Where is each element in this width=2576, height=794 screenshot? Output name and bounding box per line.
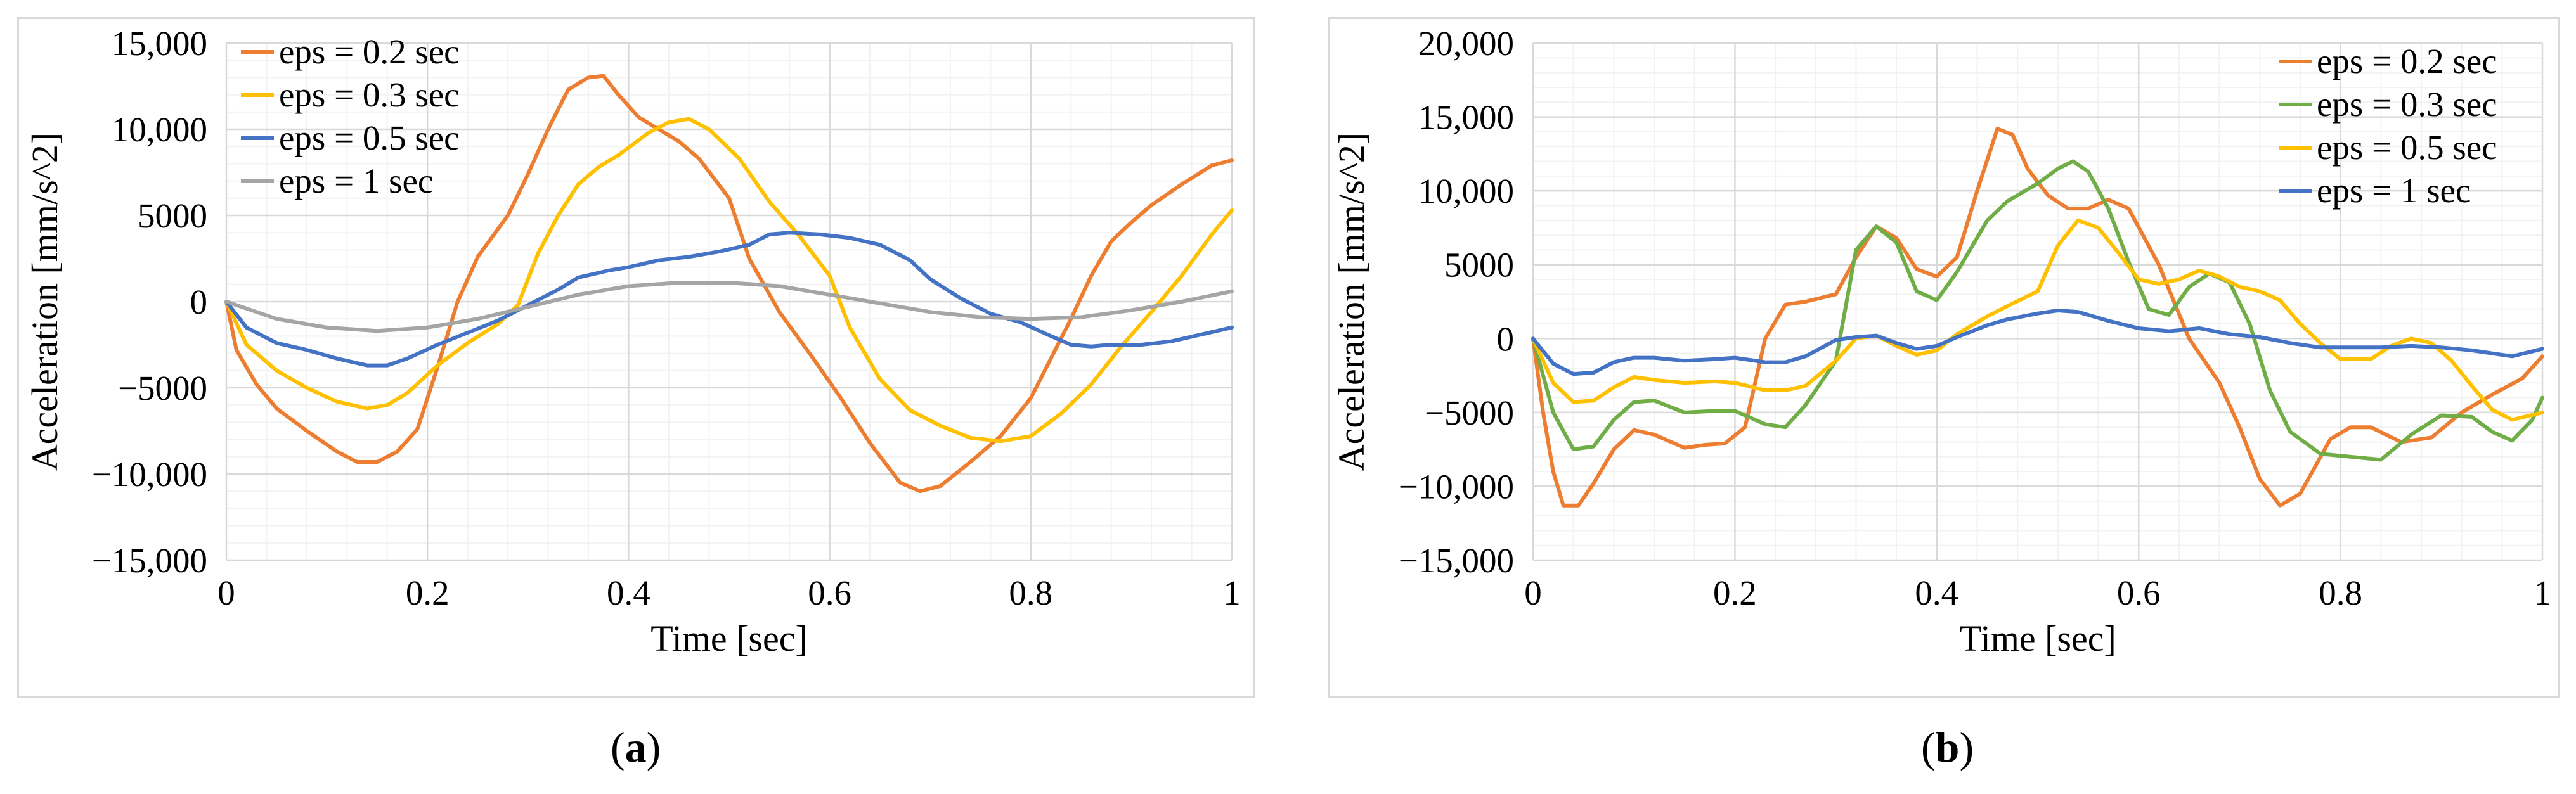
caption-b-letter: b [1935,723,1960,771]
chart-b-y-tick-label: 20,000 [1418,24,1514,63]
chart-b-x-tick-label: 0.2 [1713,573,1757,612]
caption-a-letter: a [625,723,647,771]
chart-a-x-tick-label: 0.8 [1009,573,1052,612]
panel-a-frame [17,17,1255,698]
chart-b-series-line-4 [1531,309,2544,376]
chart-b-legend-label: eps = 0.5 sec [2317,128,2497,167]
chart-a-x-tick-label: 1 [1223,573,1241,612]
chart-b-y-tick-label: −10,000 [1399,467,1514,506]
chart-a-y-tick-label: −5000 [118,369,207,407]
chart-b-legend-label: eps = 1 sec [2317,171,2471,210]
chart-a-y-tick-label: 0 [190,283,208,321]
chart-a-y-tick-label: 10,000 [112,110,207,149]
chart-b-y-tick-label: 5000 [1444,246,1514,285]
chart-b-x-tick-label: 0.6 [2117,573,2161,612]
chart-b-x-tick-label: 0.8 [2319,573,2362,612]
chart-a-y-tick-label: 15,000 [112,24,207,63]
chart-a-y-tick-label: −15,000 [92,541,207,580]
chart-b-series-line-3 [1531,218,2544,422]
chart-a-legend: eps = 0.2 sec eps = 0.3 sec eps = 0.5 sec e… [241,32,460,200]
chart-a-x-axis-title: Time [sec] [650,618,808,659]
chart-a-legend-label: eps = 0.2 sec [279,32,460,71]
chart-a-x-tick-label: 0.4 [607,573,650,612]
chart-b-x-tick-label: 0.4 [1915,573,1958,612]
chart-a-legend-label: eps = 0.3 sec [279,75,460,114]
caption-b: (b) [1921,723,1974,771]
chart-a-major-grid [225,42,1233,561]
caption-a: (a) [611,723,661,771]
chart-b-y-tick-label: 10,000 [1418,172,1514,210]
chart-b-y-tick-label: 15,000 [1418,98,1514,137]
chart-a-series-line-2 [224,117,1234,444]
chart-b-y-tick-label: −5000 [1425,394,1514,432]
chart-a-series-line-1 [224,74,1234,494]
chart-b-series-line-2 [1531,159,2544,462]
chart-a-y-tick-label: −10,000 [92,455,207,494]
chart-b-x-tick-label: 1 [2534,573,2551,612]
chart-a-x-tick-label: 0 [217,573,235,612]
chart-b-legend-label: eps = 0.3 sec [2317,85,2497,124]
chart-a-series-line-4 [224,281,1234,333]
chart-a-x-tick-label: 0.2 [406,573,450,612]
chart-b-series-line-1 [1531,127,2544,508]
chart-a-y-axis-title: Acceleration [mm/s^2] [24,132,65,471]
chart-b-legend-label: eps = 0.2 sec [2317,42,2497,80]
chart-b-x-tick-label: 0 [1524,573,1542,612]
chart-b-legend: eps = 0.2 sec eps = 0.3 sec eps = 0.5 sec e… [2279,42,2497,210]
chart-a-series-line-3 [224,231,1234,368]
chart-a-legend-label: eps = 1 sec [279,162,433,200]
chart-b-x-axis-title: Time [sec] [1959,618,2116,659]
chart-a-x-tick-label: 0.6 [808,573,851,612]
chart-b-y-tick-label: 0 [1497,319,1515,358]
chart-a-legend-label: eps = 0.5 sec [279,118,460,157]
chart-b-y-tick-label: −15,000 [1399,541,1514,580]
chart-a-y-tick-label: 5000 [138,196,207,235]
chart-b-y-axis-title: Acceleration [mm/s^2] [1331,132,1372,471]
